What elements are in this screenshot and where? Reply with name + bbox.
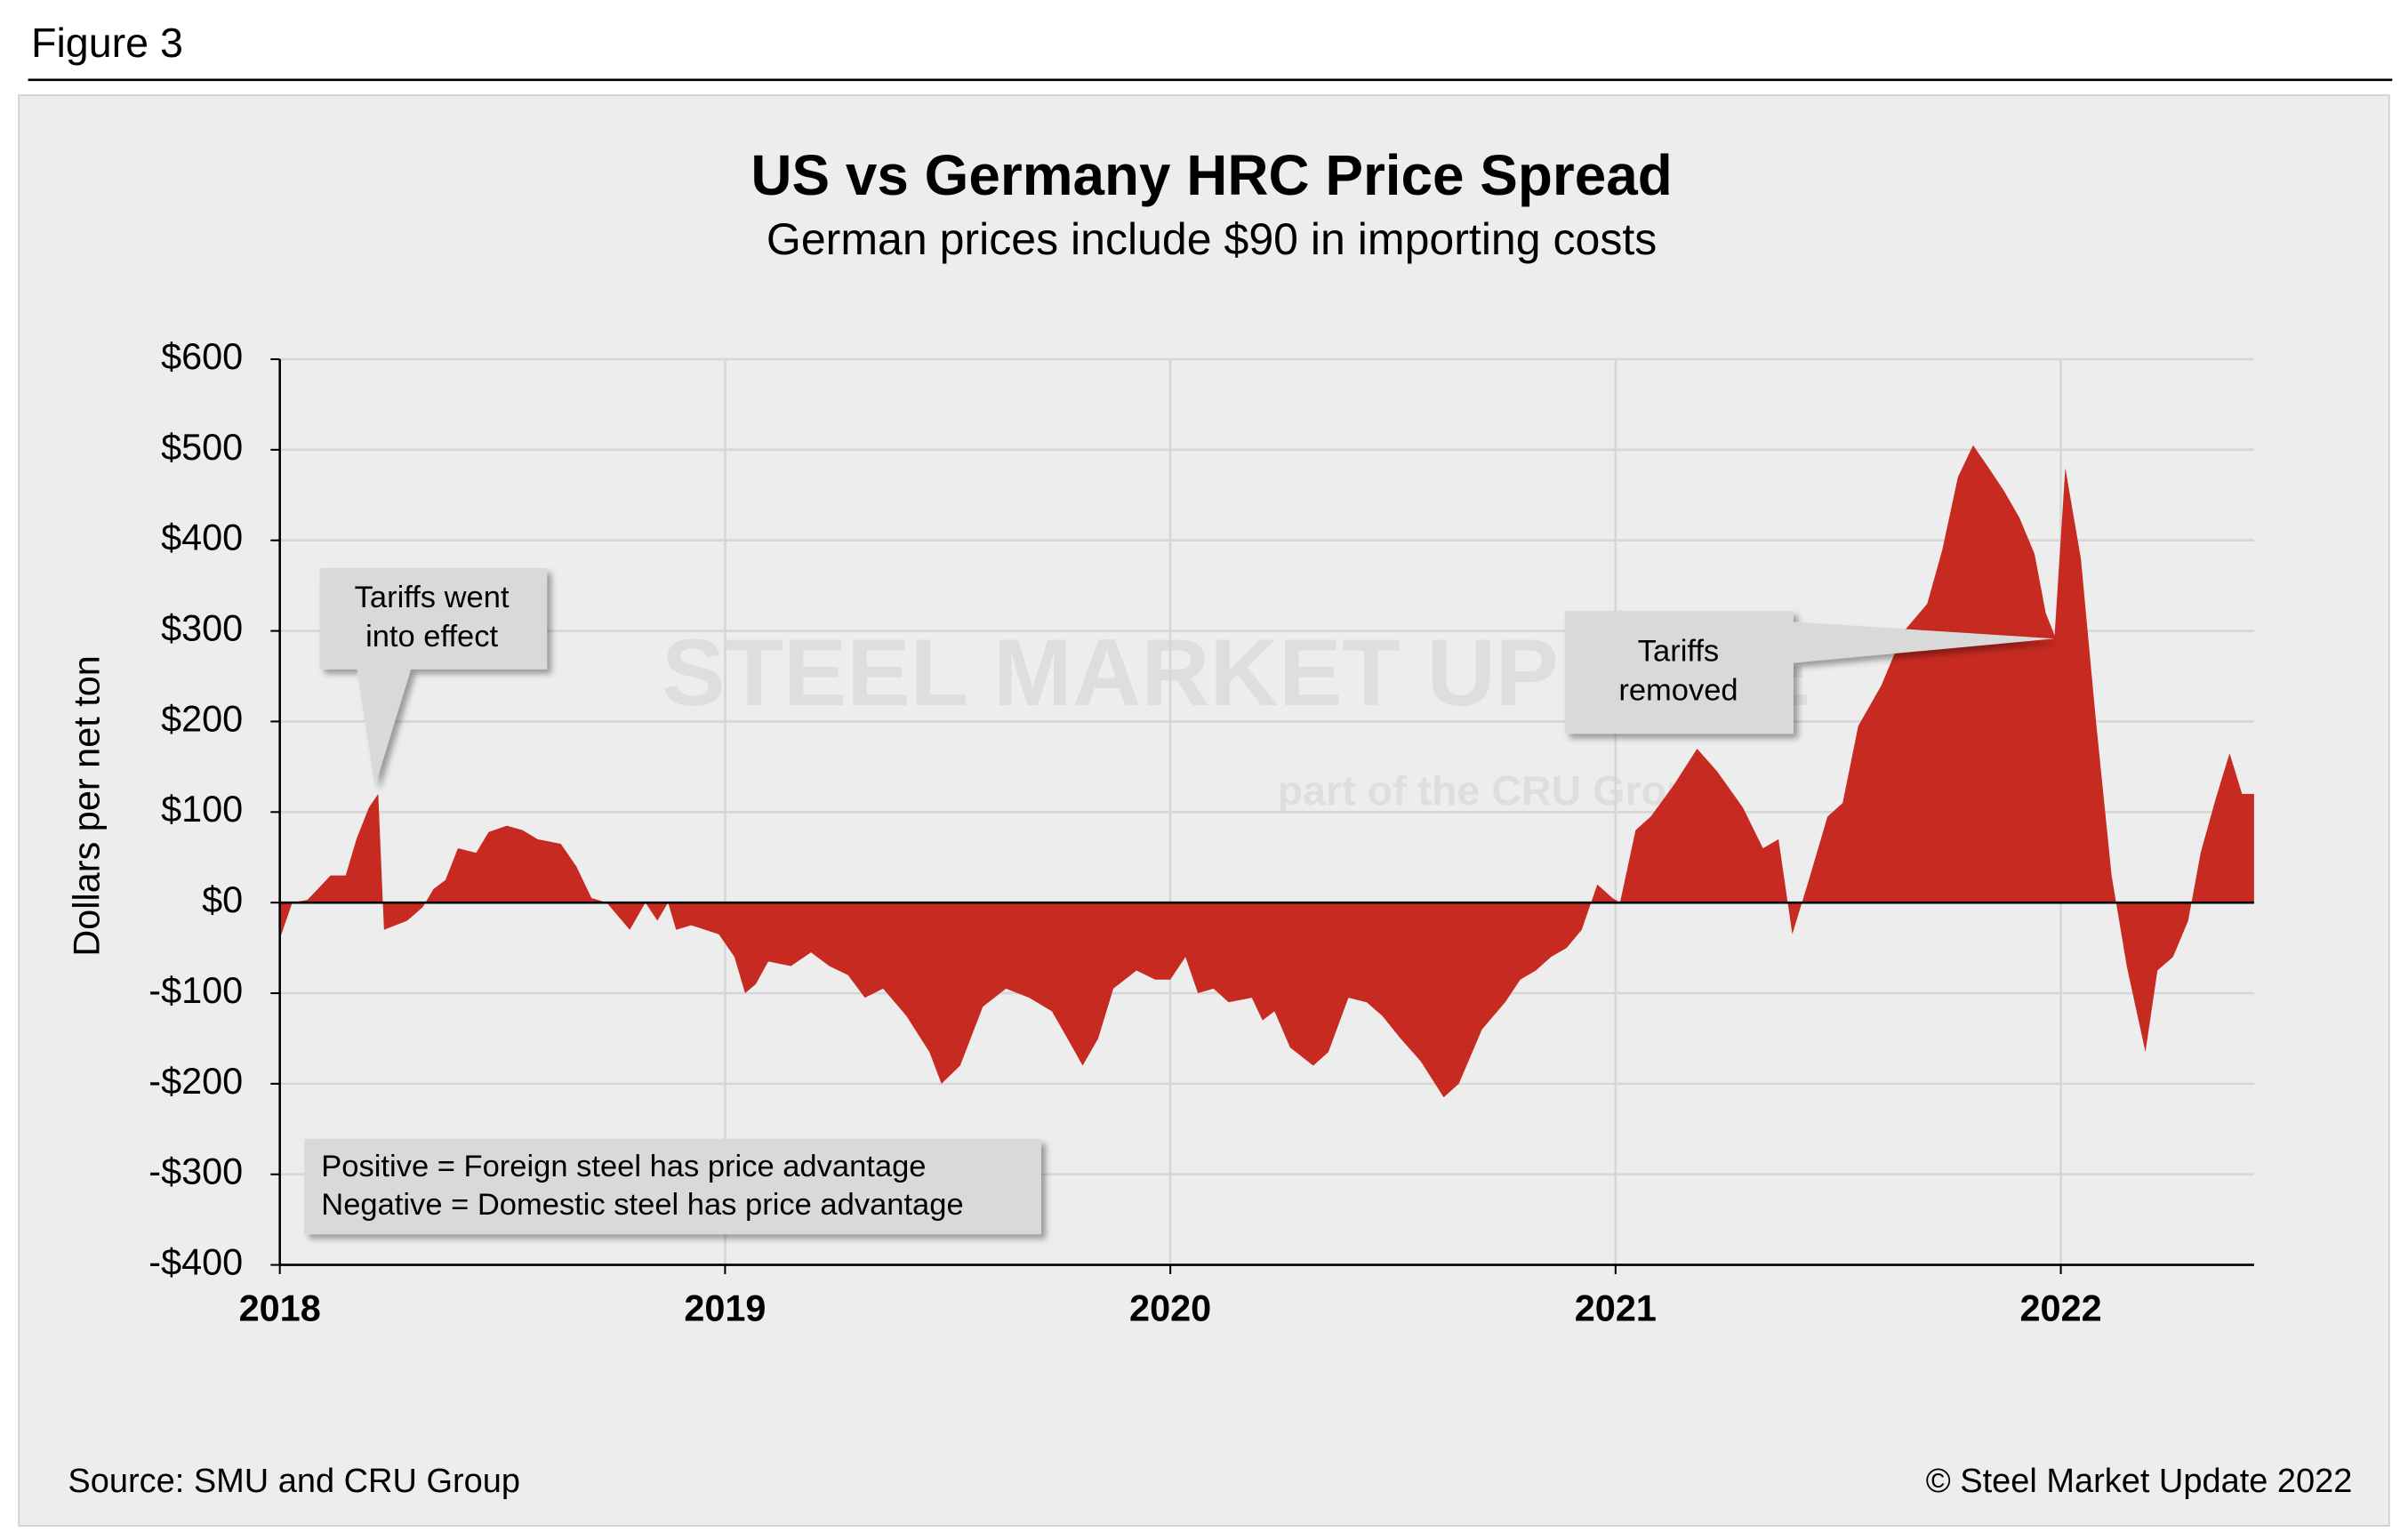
callout bbox=[319, 567, 548, 786]
y-tick-label: $500 bbox=[161, 426, 243, 468]
source: Source: SMU and CRU Group bbox=[68, 1463, 520, 1500]
plot-area: -$400 -$300 -$200 -$100 $0 $100 $200 $300 $400 $5… bbox=[148, 335, 2254, 1328]
chart-title: US vs Germany HRC Price Spread bbox=[750, 143, 1672, 207]
x-tick-label: 2022 bbox=[2020, 1287, 2102, 1328]
y-tick-label: -$300 bbox=[148, 1151, 243, 1192]
x-tick-label: 2018 bbox=[239, 1287, 321, 1328]
copyright: © Steel Market Update 2022 bbox=[1926, 1463, 2353, 1500]
y-tick-label: -$100 bbox=[148, 969, 243, 1011]
area bbox=[279, 445, 2254, 1098]
y-axis-label: Dollars per net ton bbox=[66, 655, 108, 956]
callout-box bbox=[1564, 611, 1794, 734]
y-tick-label: -$400 bbox=[148, 1241, 243, 1283]
y-tick-label: -$200 bbox=[148, 1060, 243, 1102]
note bbox=[304, 1139, 1041, 1235]
callout bbox=[1564, 611, 2055, 734]
y-tick-label: $600 bbox=[161, 335, 243, 377]
note-box bbox=[304, 1139, 1041, 1235]
annotation: into effect bbox=[365, 620, 498, 654]
y-tick-label: $200 bbox=[161, 697, 243, 739]
chart-subtitle: German prices include $90 in importing c… bbox=[767, 214, 1657, 264]
figure-label: Figure 3 bbox=[31, 20, 183, 66]
x-tick-label: 2021 bbox=[1575, 1287, 1657, 1328]
callout-box bbox=[319, 567, 548, 670]
y-tick-label: $400 bbox=[161, 517, 243, 558]
note-text: Negative = Domestic steel has price adva… bbox=[321, 1188, 963, 1222]
x-tick-label: 2019 bbox=[684, 1287, 766, 1328]
watermark: part of the CRU Group bbox=[1277, 767, 1717, 814]
note-text: Positive = Foreign steel has price advan… bbox=[321, 1150, 926, 1183]
annotation: removed bbox=[1618, 673, 1738, 707]
y-tick-label: $300 bbox=[161, 607, 243, 649]
callout-box bbox=[356, 666, 413, 786]
annotation: Tariffs bbox=[1638, 634, 1719, 668]
x-tick-label: 2020 bbox=[1129, 1287, 1211, 1328]
annotation: Tariffs went bbox=[355, 581, 510, 614]
callout-box bbox=[1790, 622, 2055, 663]
y-tick-label: $0 bbox=[202, 878, 243, 920]
y-tick-label: $100 bbox=[161, 788, 243, 830]
